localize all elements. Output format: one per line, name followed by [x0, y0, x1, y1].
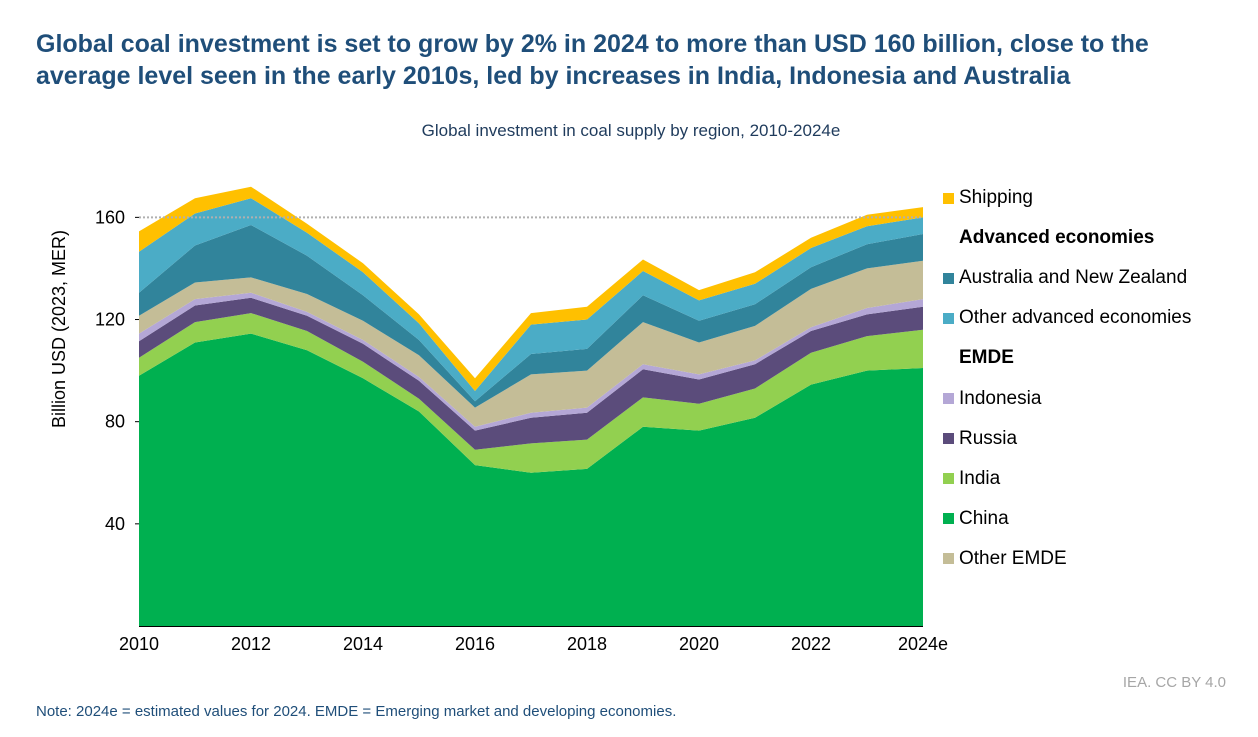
legend-swatch [943, 192, 954, 204]
y-tick-label: 40 [105, 514, 125, 534]
x-tick-label: 2016 [455, 634, 495, 654]
legend-swatch [943, 393, 954, 405]
area-russia [139, 297, 923, 450]
y-axis-label: Billion USD (2023, MER) [49, 230, 69, 428]
area-layers [139, 186, 923, 626]
legend-label: Indonesia [959, 387, 1042, 409]
legend-label: India [959, 467, 1001, 489]
legend-swatch [943, 272, 954, 284]
legend-label: China [959, 507, 1009, 529]
area-indonesia [139, 292, 923, 431]
headline: Global coal investment is set to grow by… [36, 30, 1149, 90]
legend-swatch [943, 553, 954, 565]
legend-swatch [943, 473, 954, 485]
legend-item: Other advanced economies [943, 298, 1191, 338]
legend-label: Other EMDE [959, 547, 1067, 569]
x-tick-label: 2022 [791, 634, 831, 654]
x-tick-label: 2018 [567, 634, 607, 654]
legend-swatch [943, 312, 954, 324]
legend-item: China [943, 499, 1191, 539]
x-tick-label: 2010 [119, 634, 159, 654]
area-other-emde [139, 260, 923, 427]
footnote: Note: 2024e = estimated values for 2024.… [36, 703, 677, 720]
legend-label: Australia and New Zealand [959, 267, 1188, 289]
legend-item: India [943, 459, 1191, 499]
y-tick-label: 120 [95, 310, 125, 330]
y-axis-ticks: 40 80 120 160 [95, 207, 139, 534]
legend-item: Indonesia [943, 378, 1191, 418]
area-other-advanced-economies [139, 198, 923, 402]
legend-item: Australia and New Zealand [943, 258, 1191, 298]
area-australia-and-new-zealand [139, 225, 923, 408]
chart-title: Global investment in coal supply by regi… [421, 121, 841, 140]
x-tick-label: 2024e [898, 634, 948, 654]
legend-group-header: EMDE [959, 347, 1014, 369]
area-china [139, 333, 923, 626]
source-credit: IEA. CC BY 4.0 [1122, 674, 1226, 691]
legend-group-header: Advanced economies [959, 227, 1155, 249]
legend-swatch [943, 433, 954, 445]
legend-label: Other advanced economies [959, 307, 1192, 329]
chart-legend: Shipping Advanced economies Australia and … [943, 178, 1191, 579]
legend-swatch [943, 513, 954, 525]
legend-label: Shipping [959, 187, 1033, 209]
area-india [139, 313, 923, 473]
x-tick-label: 2020 [679, 634, 719, 654]
x-tick-label: 2012 [231, 634, 271, 654]
x-axis-ticks: 2010 2012 2014 2016 2018 2020 2022 2024e [119, 634, 948, 654]
y-tick-label: 160 [95, 207, 125, 227]
legend-item: Other EMDE [943, 539, 1191, 579]
x-tick-label: 2014 [343, 634, 383, 654]
y-tick-label: 80 [105, 412, 125, 432]
legend-item: Russia [943, 419, 1191, 459]
area-shipping [139, 186, 923, 391]
legend-item: Shipping [943, 178, 1191, 218]
legend-label: Russia [959, 427, 1018, 449]
